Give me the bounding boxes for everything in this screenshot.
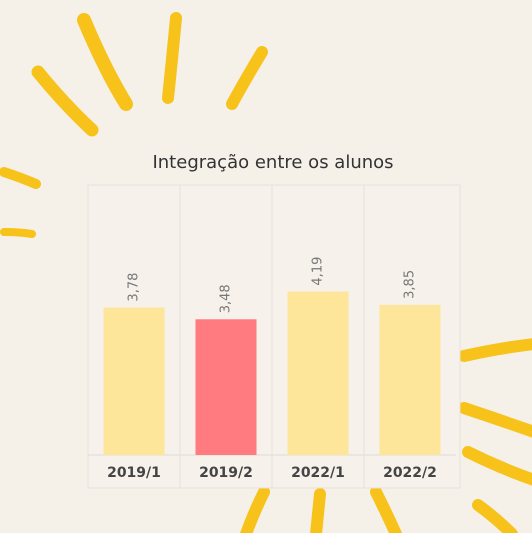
value-label: 3,48 (219, 284, 234, 313)
x-tick-label: 2022/2 (383, 465, 437, 481)
ray (462, 446, 532, 486)
value-label: 3,85 (403, 270, 418, 299)
value-label: 3,78 (127, 273, 142, 302)
bar (195, 319, 257, 455)
x-tick-label: 2022/1 (291, 465, 345, 481)
ray (226, 46, 268, 110)
ray (472, 499, 518, 533)
ray (31, 65, 99, 137)
ray (458, 402, 532, 438)
bar (103, 307, 165, 455)
ray (77, 13, 133, 111)
x-tick-label: 2019/1 (107, 465, 161, 481)
chart-title: Integração entre os alunos (152, 152, 393, 173)
ray (370, 486, 402, 533)
bar (287, 291, 349, 455)
ray (310, 488, 326, 533)
ray (0, 228, 36, 238)
bar (379, 304, 441, 455)
sun-rays (0, 12, 532, 533)
ray (458, 338, 532, 362)
x-tick-label: 2019/2 (199, 465, 253, 481)
value-label: 4,19 (311, 257, 326, 286)
ray (240, 486, 270, 533)
ray (162, 12, 182, 104)
ray (0, 167, 41, 189)
